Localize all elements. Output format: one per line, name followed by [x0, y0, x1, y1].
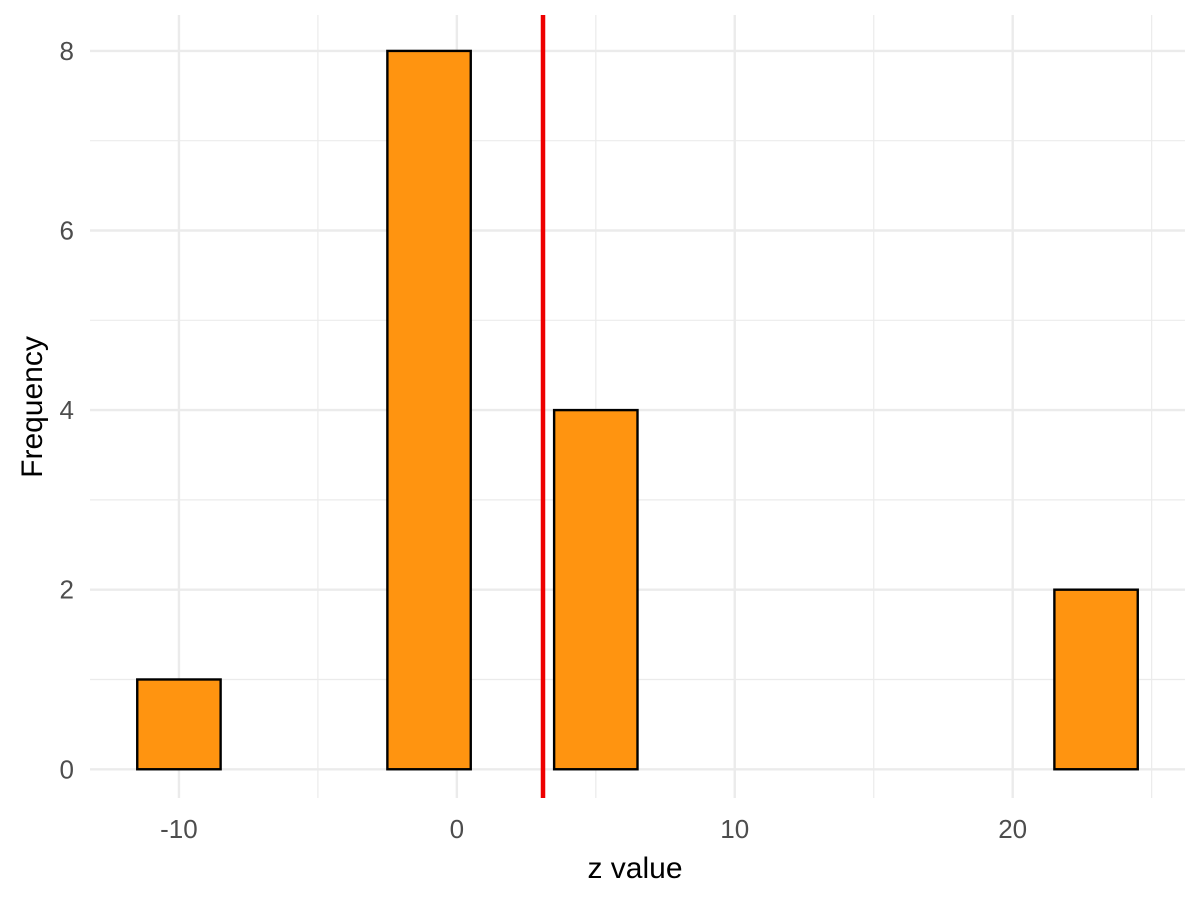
y-tick-label: 0: [60, 754, 74, 784]
y-tick-label: 2: [60, 575, 74, 605]
y-tick-label: 6: [60, 216, 74, 246]
y-axis-ticks: 0 2 4 6 8: [60, 36, 74, 784]
x-tick-label: -10: [160, 814, 198, 844]
x-axis-ticks: -10 0 10 20: [160, 814, 1027, 844]
y-tick-label: 8: [60, 36, 74, 66]
x-tick-label: 10: [720, 814, 749, 844]
histogram-bar: [1054, 590, 1137, 770]
x-axis-title: z value: [587, 852, 682, 885]
x-tick-label: 0: [450, 814, 464, 844]
histogram-bar: [137, 679, 220, 769]
histogram-bar: [554, 410, 637, 769]
y-axis-title: Frequency: [16, 336, 49, 478]
y-tick-label: 4: [60, 395, 74, 425]
x-tick-label: 20: [998, 814, 1027, 844]
histogram-bar: [387, 51, 470, 769]
